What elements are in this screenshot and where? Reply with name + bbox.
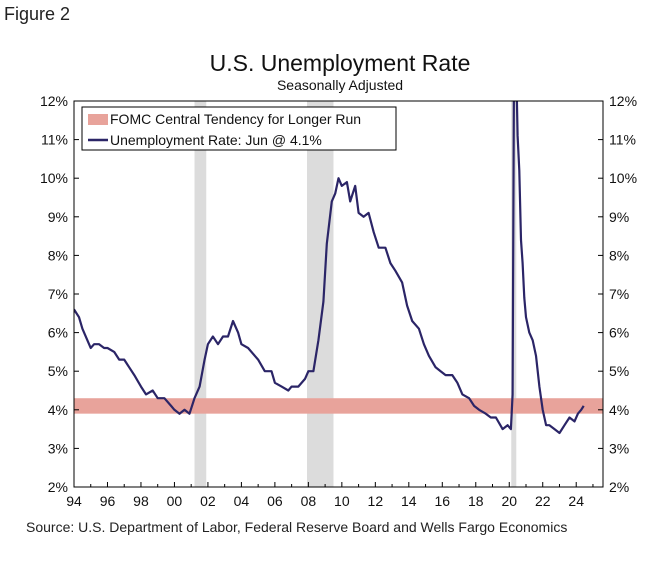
y-tick-label-left: 11% xyxy=(41,132,68,148)
y-tick-label-right: 4% xyxy=(609,402,629,418)
x-tick-label: 98 xyxy=(133,493,149,509)
y-tick-label-left: 5% xyxy=(48,363,68,379)
x-tick-label: 24 xyxy=(568,493,584,509)
y-tick-label-left: 10% xyxy=(40,170,68,186)
x-tick-label: 16 xyxy=(435,493,451,509)
series-group xyxy=(74,101,585,435)
legend: FOMC Central Tendency for Longer Run Une… xyxy=(81,106,397,151)
y-tick-label-right: 3% xyxy=(609,440,629,456)
y-tick-label-right: 2% xyxy=(609,479,629,495)
y-tick-label-left: 12% xyxy=(40,93,68,109)
x-tick-label: 04 xyxy=(234,493,250,509)
legend-box xyxy=(81,106,397,151)
unemployment-rate-line xyxy=(74,101,585,435)
y-tick-label-right: 9% xyxy=(609,209,629,225)
y-tick-label-left: 4% xyxy=(48,402,68,418)
y-tick-label-left: 2% xyxy=(48,479,68,495)
chart-subtitle: Seasonally Adjusted xyxy=(277,77,403,93)
axes-group: 2% 2% 3% 3% 4% 4% 5% 5% 6% 6% 7% 7% 8% 8% 9% 9% 10% 10% 11… xyxy=(40,93,637,509)
legend-label-series: Unemployment Rate: Jun @ 4.1% xyxy=(110,132,322,148)
x-tick-label: 02 xyxy=(200,493,216,509)
y-tick-label-left: 6% xyxy=(48,325,68,341)
recession-bar-2 xyxy=(307,101,334,487)
x-tick-label: 96 xyxy=(100,493,116,509)
x-tick-label: 10 xyxy=(334,493,350,509)
y-tick-label-left: 3% xyxy=(48,440,68,456)
x-tick-label: 00 xyxy=(167,493,183,509)
unemployment-chart: U.S. Unemployment Rate Seasonally Adjust… xyxy=(40,50,637,509)
y-tick-label-left: 8% xyxy=(48,247,68,263)
y-tick-label-right: 11% xyxy=(609,132,636,148)
x-tick-label: 22 xyxy=(535,493,551,509)
y-tick-label-right: 8% xyxy=(609,247,629,263)
source-note: Source: U.S. Department of Labor, Federa… xyxy=(26,519,568,535)
recession-shading-group xyxy=(194,101,517,487)
y-tick-label-right: 12% xyxy=(609,93,637,109)
y-tick-label-right: 10% xyxy=(609,170,637,186)
y-tick-label-right: 6% xyxy=(609,325,629,341)
y-tick-label-right: 7% xyxy=(609,286,629,302)
fomc-longer-run-band xyxy=(74,398,603,414)
x-tick-label: 18 xyxy=(468,493,484,509)
fomc-band-group xyxy=(74,398,603,414)
y-tick-label-left: 9% xyxy=(48,209,68,225)
x-tick-label: 08 xyxy=(301,493,317,509)
x-tick-label: 14 xyxy=(401,493,417,509)
figure-label: Figure 2 xyxy=(4,4,71,24)
recession-bar-1 xyxy=(194,101,207,487)
legend-label-band: FOMC Central Tendency for Longer Run xyxy=(110,111,361,127)
x-tick-label: 20 xyxy=(501,493,517,509)
x-tick-label: 12 xyxy=(368,493,384,509)
x-tick-label: 06 xyxy=(267,493,283,509)
y-tick-label-right: 5% xyxy=(609,363,629,379)
legend-swatch-band xyxy=(88,114,108,125)
chart-title: U.S. Unemployment Rate xyxy=(210,50,471,76)
y-tick-label-left: 7% xyxy=(48,286,68,302)
x-tick-label: 94 xyxy=(66,493,82,509)
